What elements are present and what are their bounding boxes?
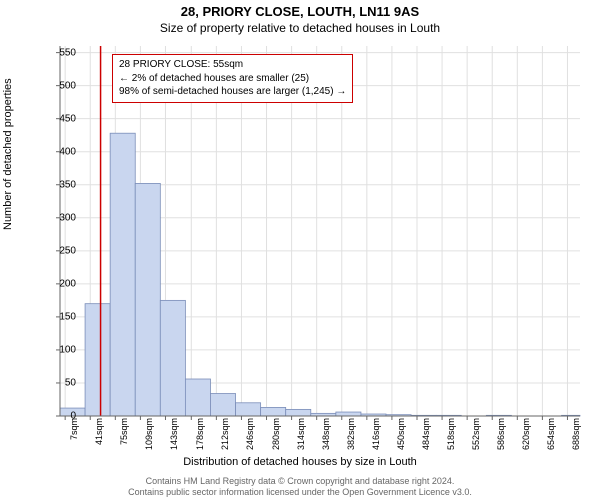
x-tick-label: 654sqm	[546, 418, 556, 458]
y-tick-label: 550	[46, 47, 76, 58]
x-tick-label: 178sqm	[195, 418, 205, 458]
x-tick-label: 620sqm	[521, 418, 531, 458]
x-tick-label: 41sqm	[94, 418, 104, 458]
x-tick-label: 212sqm	[220, 418, 230, 458]
footer-line-2: Contains public sector information licen…	[0, 487, 600, 498]
x-tick-label: 7sqm	[69, 418, 79, 458]
annotation-line-1: 28 PRIORY CLOSE: 55sqm	[119, 58, 346, 72]
x-tick-label: 280sqm	[271, 418, 281, 458]
footer-attribution: Contains HM Land Registry data © Crown c…	[0, 476, 600, 499]
x-tick-label: 314sqm	[296, 418, 306, 458]
y-tick-label: 450	[46, 113, 76, 124]
y-tick-label: 250	[46, 245, 76, 256]
y-tick-label: 400	[46, 146, 76, 157]
y-tick-label: 100	[46, 344, 76, 355]
y-tick-label: 50	[46, 377, 76, 388]
y-axis-label: Number of detached properties	[2, 78, 14, 230]
x-tick-label: 552sqm	[471, 418, 481, 458]
footer-line-1: Contains HM Land Registry data © Crown c…	[0, 476, 600, 487]
annotation-line-2: ← 2% of detached houses are smaller (25)	[119, 72, 346, 86]
x-tick-label: 75sqm	[119, 418, 129, 458]
x-tick-label: 109sqm	[144, 418, 154, 458]
annotation-line-3: 98% of semi-detached houses are larger (…	[119, 85, 346, 99]
x-tick-label: 382sqm	[346, 418, 356, 458]
x-tick-label: 246sqm	[245, 418, 255, 458]
chart-title-sub: Size of property relative to detached ho…	[0, 19, 600, 39]
chart-container: 28, PRIORY CLOSE, LOUTH, LN11 9AS Size o…	[0, 0, 600, 500]
annotation-box: 28 PRIORY CLOSE: 55sqm ← 2% of detached …	[112, 54, 353, 103]
x-tick-label: 518sqm	[446, 418, 456, 458]
x-tick-label: 450sqm	[396, 418, 406, 458]
x-tick-label: 348sqm	[321, 418, 331, 458]
y-tick-label: 200	[46, 278, 76, 289]
y-tick-label: 350	[46, 179, 76, 190]
x-tick-label: 416sqm	[371, 418, 381, 458]
x-axis-label: Distribution of detached houses by size …	[0, 456, 600, 468]
x-tick-label: 484sqm	[421, 418, 431, 458]
y-tick-label: 150	[46, 311, 76, 322]
x-tick-label: 586sqm	[496, 418, 506, 458]
chart-title-main: 28, PRIORY CLOSE, LOUTH, LN11 9AS	[0, 0, 600, 19]
y-tick-label: 500	[46, 80, 76, 91]
y-tick-label: 300	[46, 212, 76, 223]
x-tick-label: 688sqm	[571, 418, 581, 458]
x-tick-label: 143sqm	[169, 418, 179, 458]
